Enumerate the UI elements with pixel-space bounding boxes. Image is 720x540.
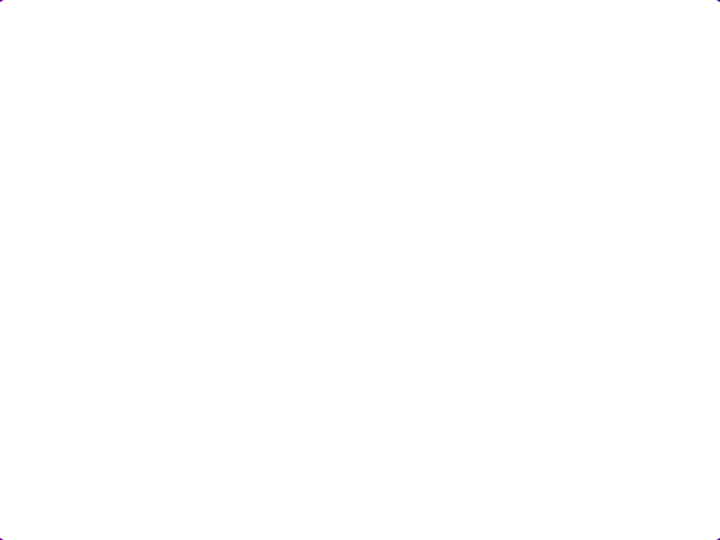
Text: T. V. M: T. V. M: [252, 91, 297, 104]
Text: ⇒ c  = x + θ · h      siendo   0 < θ <1: ⇒ c = x + θ · h siendo 0 < θ <1: [38, 191, 369, 209]
Text: i: i: [696, 513, 701, 527]
Text: T. Fundamental del cálculo integral (continuación): T. Fundamental del cálculo integral (con…: [74, 32, 646, 52]
Text: F ’(x) = f (x): F ’(x) = f (x): [203, 362, 317, 380]
Text: $\mathbf{h}$: $\mathbf{h}$: [319, 151, 331, 169]
Text: , siendo  $\mathbf{c \in [x,\ x{+}h]}$  $\mathbf{\Rightarrow}$: , siendo $\mathbf{c \in [x,\ x{+}h]}$ $\…: [378, 136, 583, 154]
Text: $\int_x^{x+h}\!\mathbf{f\,(t)\,dt}$: $\int_x^{x+h}\!\mathbf{f\,(t)\,dt}$: [145, 117, 223, 145]
Bar: [175, 350, 345, 392]
Text: Es decir:: Es decir:: [45, 363, 125, 381]
Text: $\mathbf{f\,(c)\cdot h}$: $\mathbf{f\,(c)\cdot h}$: [295, 122, 351, 140]
Text: $\mathbf{h\to 0^+}$: $\mathbf{h\to 0^+}$: [247, 151, 283, 164]
Text: $\mathbf{h}$: $\mathbf{h}$: [171, 151, 184, 169]
Text: $\mathbf{=\ l\acute{\imath}m}$: $\mathbf{=\ l\acute{\imath}m}$: [235, 136, 288, 154]
Text: Entonces sustituyendo nos queda:: Entonces sustituyendo nos queda:: [38, 86, 361, 104]
Text: $\mathbf{F\ '(x)\ =\ l\acute{\imath}m}$: $\mathbf{F\ '(x)\ =\ l\acute{\imath}m}$: [38, 135, 141, 155]
Text: Luego:: Luego:: [45, 246, 109, 264]
Text: $\mathbf{h\to 0^+}$: $\mathbf{h\to 0^+}$: [64, 151, 100, 164]
Text: 25: 25: [655, 510, 675, 525]
Text: F ’(x) = f (x + θ · 0)  = f (x)   c.q.d: F ’(x) = f (x + θ · 0) = f (x) c.q.d: [38, 301, 351, 319]
Circle shape: [682, 504, 714, 536]
